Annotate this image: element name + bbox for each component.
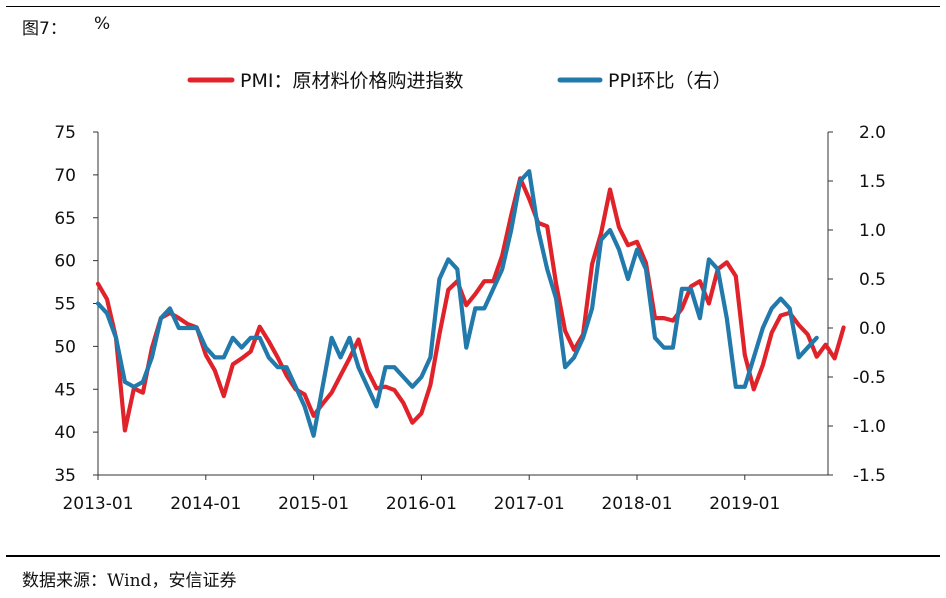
legend-label: PPI环比（右） [608, 70, 732, 92]
y-left-tick-label: 50 [54, 337, 76, 357]
y-right-tick-label: 1.0 [859, 221, 886, 241]
y-left-tick-label: 35 [54, 466, 76, 486]
axes: 35 40 45 50 55 60 65 70 75 -1.5 -1.0 -0.5 0.0 0.5 1.0 1… [54, 123, 886, 514]
y-right-tick-label: -0.5 [853, 368, 886, 388]
y-right-tick-label: 2.0 [859, 123, 886, 143]
y-right-tick-label: -1.0 [853, 417, 886, 437]
x-tick-label: 2017-01 [494, 494, 565, 514]
y-right-tick-label: 0.5 [859, 270, 886, 290]
y-left-tick-label: 55 [54, 295, 76, 315]
data-source: 数据来源：Wind，安信证券 [22, 571, 237, 591]
x-tick-label: 2016-01 [386, 494, 457, 514]
figure-unit: % [94, 14, 111, 34]
y-left-tick-label: 45 [54, 380, 76, 400]
series-lines [95, 169, 846, 438]
x-tick-label: 2014-01 [170, 494, 241, 514]
y-left-tick-label: 65 [54, 209, 76, 229]
y-right-tick-label: 0.0 [859, 319, 886, 339]
legend: PMI：原材料价格购进指数 PPI环比（右） [187, 70, 732, 92]
series-line-ppi [95, 169, 819, 438]
y-right-tick-label: 1.5 [859, 172, 886, 192]
y-right-tick-label: -1.5 [853, 466, 886, 486]
series-line-pmi [95, 176, 846, 433]
x-tick-label: 2018-01 [601, 494, 672, 514]
legend-label: PMI：原材料价格购进指数 [240, 70, 463, 92]
x-tick-label: 2013-01 [62, 494, 133, 514]
y-left-tick-label: 75 [54, 123, 76, 143]
bottom-rule [6, 555, 940, 557]
y-left-tick-label: 60 [54, 252, 76, 272]
y-left-tick-label: 40 [54, 423, 76, 443]
y-left-tick-label: 70 [54, 166, 76, 186]
top-rule [6, 6, 940, 7]
x-tick-label: 2015-01 [278, 494, 349, 514]
x-tick-label: 2019-01 [709, 494, 780, 514]
figure-label: 图7： [22, 19, 67, 39]
